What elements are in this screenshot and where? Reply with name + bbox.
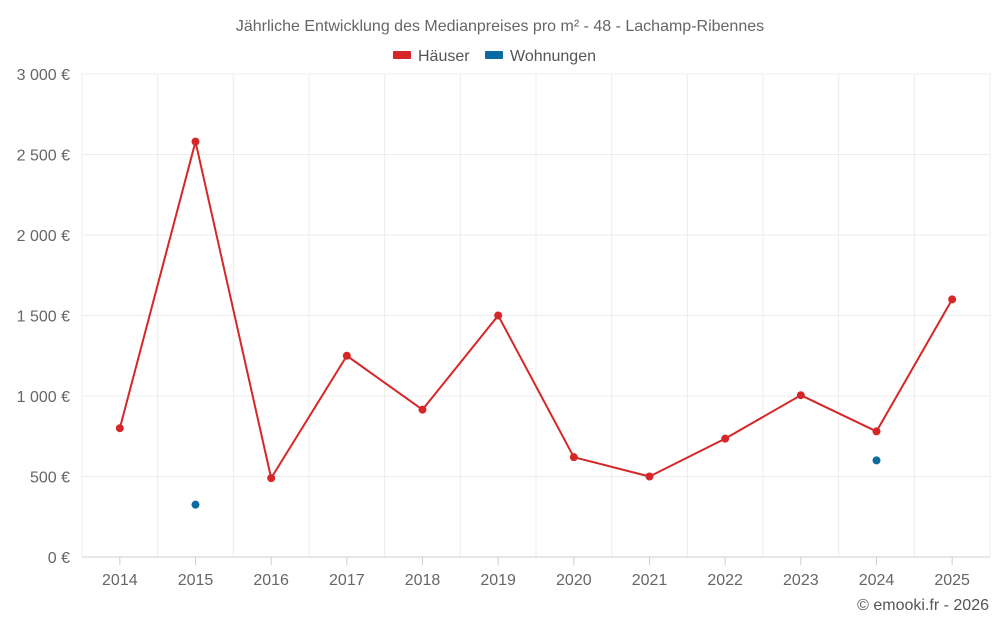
x-axis: 2014 2015 2016 2017 2018 2019 2020 2021 2022 2023… (82, 556, 990, 589)
legend-label-haeuser: Häuser (418, 48, 470, 65)
data-point-haeuser[interactable] (796, 391, 805, 400)
grid (81, 73, 991, 557)
y-tick-label: 1 000 € (17, 389, 70, 406)
x-tick-label: 2018 (405, 572, 441, 589)
y-tick-label: 1 500 € (17, 309, 70, 326)
data-point-haeuser[interactable] (721, 434, 730, 443)
series-line-haeuser (118, 140, 954, 480)
credit-text: © emooki.fr - 2026 (857, 597, 989, 614)
x-tick-label: 2024 (859, 572, 895, 589)
data-point-haeuser[interactable] (267, 474, 276, 483)
data-point-wohnungen[interactable] (872, 456, 881, 465)
data-point-haeuser[interactable] (494, 311, 503, 320)
legend-swatch-haeuser (393, 51, 411, 59)
legend-label-wohnungen: Wohnungen (510, 48, 596, 65)
chart-title: Jährliche Entwicklung des Medianpreises … (236, 18, 764, 35)
y-tick-label: 0 € (48, 550, 70, 567)
data-point-haeuser[interactable] (872, 427, 881, 436)
data-point-haeuser[interactable] (115, 424, 124, 433)
series-layer (115, 137, 957, 509)
data-point-haeuser[interactable] (948, 295, 957, 304)
x-tick-label: 2015 (178, 572, 214, 589)
data-point-haeuser[interactable] (569, 453, 578, 462)
x-tick-label: 2016 (253, 572, 289, 589)
y-axis: 0 € 500 € 1 000 € 1 500 € 2 000 € 2 500 € 3 00… (17, 67, 70, 567)
y-tick-label: 2 500 € (17, 148, 70, 165)
y-tick-label: 3 000 € (17, 67, 70, 84)
x-tick-label: 2023 (783, 572, 819, 589)
y-tick-label: 500 € (30, 470, 70, 487)
legend-item-haeuser[interactable]: Häuser (393, 48, 470, 65)
y-tick-label: 2 000 € (17, 228, 70, 245)
x-tick-label: 2021 (632, 572, 668, 589)
data-point-haeuser[interactable] (342, 351, 351, 360)
x-tick-label: 2025 (934, 572, 970, 589)
data-point-haeuser[interactable] (645, 472, 654, 481)
x-tick-label: 2014 (102, 572, 138, 589)
x-tick-label: 2020 (556, 572, 592, 589)
legend-item-wohnungen[interactable]: Wohnungen (485, 48, 596, 65)
data-point-haeuser[interactable] (418, 405, 427, 414)
data-point-haeuser[interactable] (191, 137, 200, 146)
data-point-wohnungen[interactable] (191, 500, 200, 509)
legend: Häuser Wohnungen (393, 48, 596, 65)
x-tick-label: 2017 (329, 572, 365, 589)
x-tick-label: 2022 (707, 572, 743, 589)
x-tick-label: 2019 (480, 572, 516, 589)
legend-swatch-wohnungen (485, 51, 503, 59)
